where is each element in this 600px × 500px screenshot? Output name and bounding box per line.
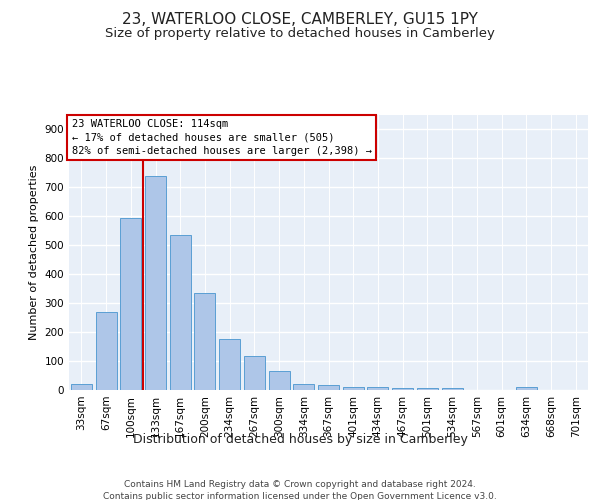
Text: 23, WATERLOO CLOSE, CAMBERLEY, GU15 1PY: 23, WATERLOO CLOSE, CAMBERLEY, GU15 1PY [122,12,478,28]
Bar [71,384,92,390]
Text: Size of property relative to detached houses in Camberley: Size of property relative to detached ho… [105,28,495,40]
Bar [120,218,141,390]
Text: Distribution of detached houses by size in Camberley: Distribution of detached houses by size … [133,432,467,446]
Bar [95,312,116,390]
Bar [269,371,290,390]
Bar [442,388,463,390]
Bar [219,340,240,390]
Bar [318,385,339,390]
Y-axis label: Number of detached properties: Number of detached properties [29,165,39,340]
Bar [293,384,314,390]
Text: 23 WATERLOO CLOSE: 114sqm
← 17% of detached houses are smaller (505)
82% of semi: 23 WATERLOO CLOSE: 114sqm ← 17% of detac… [71,119,371,156]
Bar [343,387,364,390]
Bar [516,387,537,390]
Bar [194,293,215,390]
Bar [367,387,388,390]
Bar [392,388,413,390]
Bar [244,356,265,390]
Text: Contains HM Land Registry data © Crown copyright and database right 2024.
Contai: Contains HM Land Registry data © Crown c… [103,480,497,500]
Bar [417,388,438,390]
Bar [145,176,166,390]
Bar [170,235,191,390]
